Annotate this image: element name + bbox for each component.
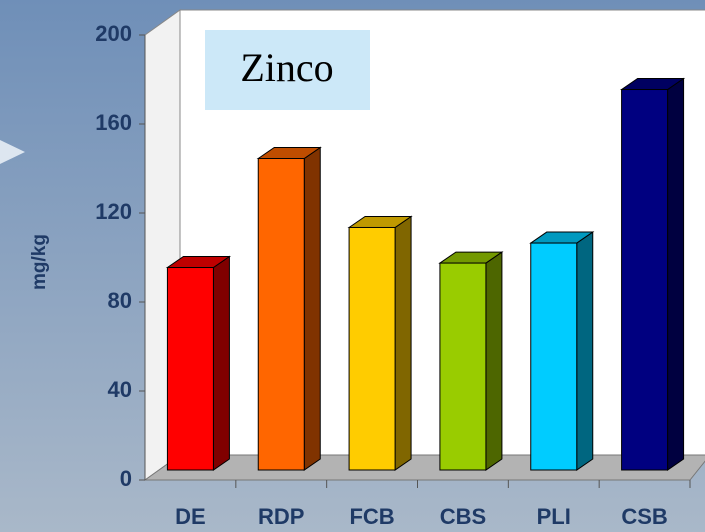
x-tick-label: PLI bbox=[537, 504, 571, 529]
x-tick-label: DE bbox=[175, 504, 206, 529]
arrow-decoration bbox=[0, 140, 25, 164]
x-tick-label: RDP bbox=[258, 504, 304, 529]
bar bbox=[530, 242, 578, 471]
x-tick-label: CBS bbox=[440, 504, 486, 529]
x-tick-label: CSB bbox=[621, 504, 667, 529]
y-tick-label: 200 bbox=[95, 21, 132, 46]
x-tick-label: FCB bbox=[349, 504, 394, 529]
bar-side bbox=[394, 215, 412, 471]
bar-side bbox=[212, 255, 230, 471]
bar-side bbox=[667, 77, 685, 471]
y-tick-label: 40 bbox=[108, 377, 132, 402]
bar bbox=[348, 226, 396, 471]
title-box bbox=[205, 30, 370, 110]
bar-side bbox=[576, 231, 594, 471]
y-tick-label: 120 bbox=[95, 199, 132, 224]
y-tick-label: 80 bbox=[108, 288, 132, 313]
bar bbox=[166, 267, 214, 471]
bar bbox=[257, 158, 305, 471]
chart-title: Zinco bbox=[240, 45, 333, 90]
bar-side bbox=[303, 146, 321, 471]
bar bbox=[439, 262, 487, 471]
y-tick-label: 160 bbox=[95, 110, 132, 135]
y-tick-label: 0 bbox=[120, 466, 132, 491]
y-axis-label: mg/kg bbox=[29, 234, 50, 290]
bar-side bbox=[485, 251, 503, 471]
bar bbox=[621, 89, 669, 471]
